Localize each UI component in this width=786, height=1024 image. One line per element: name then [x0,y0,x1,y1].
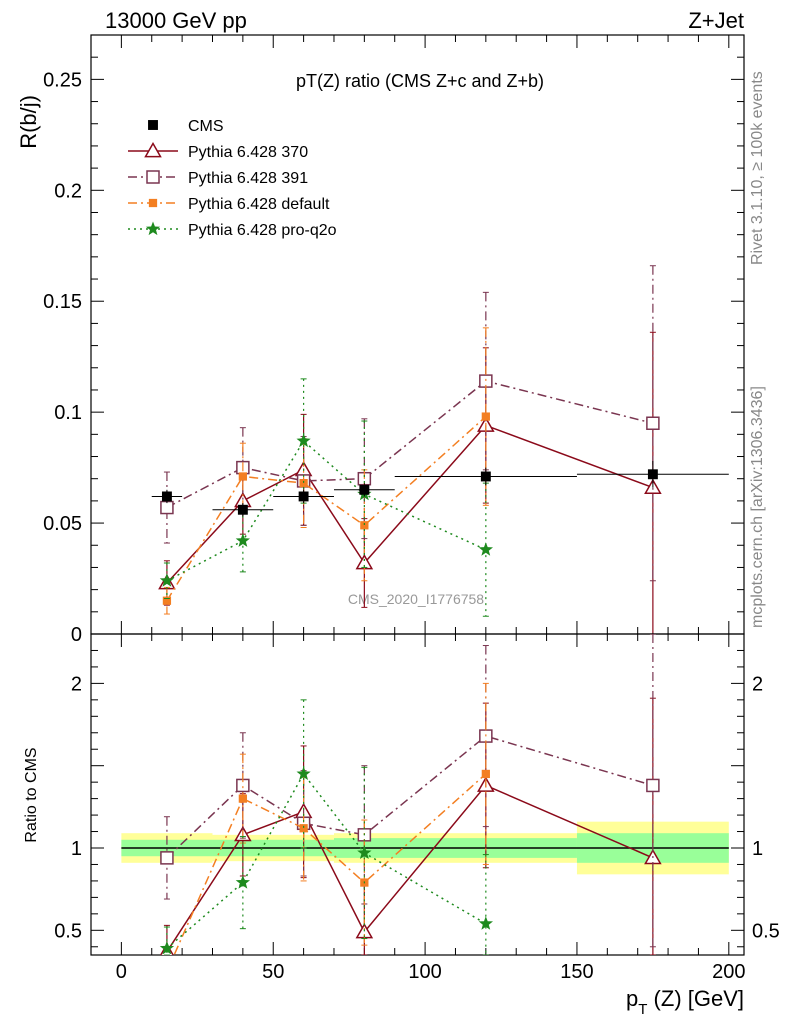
x-tick-label: 150 [560,961,593,983]
series-line [166,772,487,949]
y-tick-label: 0.2 [54,180,82,202]
x-tick-label: 0 [116,961,127,983]
series-line [166,784,654,953]
marker-star [296,766,311,780]
ratio-y-tick-label-right: 1 [752,838,763,860]
ratio-ylabel: Ratio to CMS [23,747,40,842]
series-0 [159,697,662,955]
rivet-label: Rivet 3.1.10, ≥ 100k events [749,71,766,265]
y-tick-label: 0.1 [54,402,82,424]
marker-square [299,824,308,833]
series-line [166,424,654,584]
main-title: pT(Z) ratio (CMS Z+c and Z+b) [296,71,544,91]
legend-label: Pythia 6.428 default [188,196,330,213]
marker-square [481,412,490,421]
marker-star [357,845,372,859]
marker-square-open [646,778,660,793]
y-tick-label: 0 [71,624,82,646]
marker-data [647,469,658,480]
marker-data [359,484,370,495]
series-line [173,773,487,955]
series-line [166,380,654,509]
marker-square [148,198,158,208]
ratio-y-tick-label: 0.5 [54,920,82,942]
series-1 [160,634,660,948]
series-line [166,439,487,582]
y-tick-label: 0.15 [43,291,82,313]
header-left: 13000 GeV pp [105,8,247,33]
series-2 [162,327,490,615]
cms-data [151,460,729,517]
marker-star [145,221,161,236]
marker-square [238,794,247,803]
marker-data [480,471,491,482]
marker-star [296,433,311,448]
legend: CMS Pythia 6.428 370 Pythia 6.428 391 Pythi… [128,118,337,239]
marker-square-open [146,170,160,184]
mcplots-label: mcplots.cern.ch [arXiv:1306.3436] [749,386,766,628]
legend-label: Pythia 6.428 391 [188,170,308,187]
marker-star [478,542,493,556]
main-ylabel: R(b/j) [16,95,41,149]
marker-square-open [646,416,660,430]
series-1 [160,265,660,582]
x-tick-label: 200 [712,961,745,983]
legend-label: Pythia 6.428 pro-q2o [188,222,337,239]
legend-item: CMS [148,118,224,135]
ratio-panel: Ratio to CMS pT (Z) [GeV] 0 50 100 150 200 0.… [23,633,780,1018]
x-tick-label: 100 [408,961,441,983]
legend-label: CMS [188,118,224,135]
x-axis-label: pT (Z) [GeV] [626,986,744,1018]
ratio-y-tick-label: 1 [71,838,82,860]
marker-star [159,573,175,587]
marker-data [148,120,158,130]
legend-item: Pythia 6.428 391 [128,170,308,187]
marker-square-open [160,500,174,515]
marker-square [162,596,172,605]
series-line [166,416,487,602]
header-right: Z+Jet [688,8,744,33]
marker-square [238,472,247,481]
ratio-frame [90,633,745,956]
legend-item: Pythia 6.428 pro-q2o [128,221,337,239]
marker-star [235,875,250,889]
ratio-y-tick-label: 2 [71,673,82,695]
marker-star [159,940,175,955]
legend-item: Pythia 6.428 370 [128,141,308,161]
marker-data [298,491,309,502]
series-3 [159,378,493,617]
series-line [166,735,654,859]
marker-square [481,769,490,779]
marker-triangle [144,141,162,158]
marker-data [237,504,248,515]
main-panel: pT(Z) ratio (CMS Z+c and Z+b) R(b/j) CMS… [16,34,745,646]
marker-data [161,491,172,502]
series-3 [159,699,493,955]
x-tick-label: 50 [262,961,284,983]
ratio-y-tick-label-right: 2 [752,673,763,695]
ratio-y-tick-label-right: 0.5 [752,920,780,942]
legend-label: Pythia 6.428 370 [188,144,308,161]
legend-item: Pythia 6.428 default [128,196,330,213]
marker-star [478,916,493,930]
marker-square-open [160,851,174,865]
marker-square [299,479,308,488]
series-0 [158,331,662,634]
marker-square [360,521,369,530]
y-tick-label: 0.25 [43,69,82,91]
marker-star [235,533,250,547]
watermark: CMS_2020_I1776758 [348,591,484,607]
series-2 [163,682,490,955]
y-tick-label: 0.05 [43,513,82,535]
